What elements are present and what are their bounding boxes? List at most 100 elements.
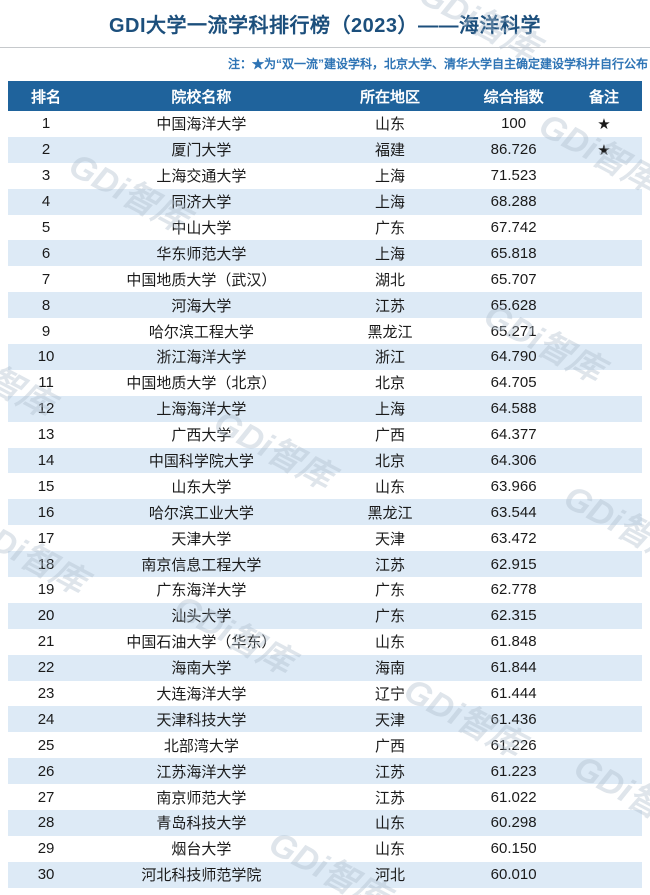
table-row: 5 中山大学 广东 67.742 xyxy=(8,214,642,241)
cell-name: 河海大学 xyxy=(171,297,232,315)
cell-region: 北京 xyxy=(374,453,405,471)
cell-rank: 28 xyxy=(37,814,55,832)
cell-rank: 25 xyxy=(37,736,55,754)
cell-remark xyxy=(566,344,642,370)
cell-score: 64.790 xyxy=(490,348,537,366)
cell-score: 61.436 xyxy=(490,710,537,728)
cell-rank: 4 xyxy=(41,193,51,211)
cell-name: 天津大学 xyxy=(171,530,232,548)
cell-rank: 8 xyxy=(41,296,51,314)
cell-score: 64.588 xyxy=(490,400,537,418)
table-row: 18 南京信息工程大学 江苏 62.915 xyxy=(8,551,642,578)
table-header-row: 排名 院校名称 所在地区 综合指数 备注 xyxy=(8,81,642,111)
table-row: 6 华东师范大学 上海 65.818 xyxy=(8,240,642,267)
col-header-score: 综合指数 xyxy=(461,81,566,111)
cell-region: 广东 xyxy=(374,220,405,237)
cell-region: 广西 xyxy=(374,427,405,445)
table-row: 15 山东大学 山东 63.966 xyxy=(8,473,642,500)
cell-name: 浙江海洋大学 xyxy=(156,349,247,367)
cell-rank: 27 xyxy=(37,788,55,806)
cell-name: 华东师范大学 xyxy=(156,245,247,263)
cell-rank: 30 xyxy=(37,866,55,884)
cell-region: 上海 xyxy=(374,168,405,186)
cell-region: 辽宁 xyxy=(374,686,405,704)
table-row: 4 同济大学 上海 68.288 xyxy=(8,188,642,215)
cell-score: 60.298 xyxy=(490,814,537,832)
cell-score: 61.022 xyxy=(490,788,537,806)
cell-name: 上海海洋大学 xyxy=(156,401,247,419)
cell-rank: 23 xyxy=(37,685,55,703)
table-row: 14 中国科学院大学 北京 64.306 xyxy=(8,447,642,474)
cell-remark xyxy=(566,784,642,810)
table-row: 10 浙江海洋大学 浙江 64.790 xyxy=(8,344,642,370)
cell-rank: 17 xyxy=(37,529,55,547)
cell-score: 65.628 xyxy=(490,296,537,314)
cell-region: 广东 xyxy=(374,608,405,626)
cell-region: 黑龙江 xyxy=(367,323,413,341)
cell-name: 中国科学院大学 xyxy=(148,453,254,471)
cell-rank: 9 xyxy=(41,322,51,340)
table-row: 26 江苏海洋大学 江苏 61.223 xyxy=(8,758,642,785)
cell-name: 海南大学 xyxy=(171,660,232,678)
cell-remark: ★ xyxy=(597,115,611,133)
cell-region: 山东 xyxy=(374,478,405,496)
cell-remark xyxy=(566,422,642,448)
cell-region: 福建 xyxy=(374,142,405,160)
table-row: 22 海南大学 海南 61.844 xyxy=(8,654,642,681)
cell-rank: 14 xyxy=(37,452,55,470)
table-row: 9 哈尔滨工程大学 黑龙江 65.271 xyxy=(8,318,642,345)
cell-score: 62.778 xyxy=(490,581,537,599)
cell-remark xyxy=(566,732,642,758)
cell-score: 61.848 xyxy=(490,633,537,651)
cell-remark xyxy=(566,836,642,862)
cell-remark xyxy=(566,577,642,603)
cell-region: 上海 xyxy=(374,401,405,419)
cell-name: 上海交通大学 xyxy=(156,168,247,186)
cell-rank: 19 xyxy=(37,581,55,599)
cell-rank: 16 xyxy=(37,503,55,521)
cell-name: 南京师范大学 xyxy=(156,789,247,807)
cell-region: 黑龙江 xyxy=(367,504,413,522)
cell-name: 中国海洋大学 xyxy=(156,116,247,134)
cell-remark xyxy=(566,163,642,189)
cell-name: 中国石油大学（华东） xyxy=(126,634,277,652)
table-row: 7 中国地质大学（武汉） 湖北 65.707 xyxy=(8,266,642,293)
table-row: 12 上海海洋大学 上海 64.588 xyxy=(8,395,642,422)
cell-rank: 24 xyxy=(37,710,55,728)
table-row: 29 烟台大学 山东 60.150 xyxy=(8,835,642,862)
cell-remark: ★ xyxy=(597,141,611,159)
cell-rank: 5 xyxy=(41,219,51,236)
cell-score: 100 xyxy=(501,115,527,133)
table-row: 11 中国地质大学（北京） 北京 64.705 xyxy=(8,369,642,396)
cell-rank: 26 xyxy=(37,762,55,780)
cell-region: 河北 xyxy=(374,867,405,885)
cell-region: 江苏 xyxy=(374,556,405,574)
cell-score: 61.226 xyxy=(490,736,537,754)
cell-region: 浙江 xyxy=(374,349,405,367)
cell-name: 大连海洋大学 xyxy=(156,686,247,704)
table-row: 20 汕头大学 广东 62.315 xyxy=(8,602,642,629)
cell-name: 青岛科技大学 xyxy=(156,815,247,833)
col-header-region: 所在地区 xyxy=(318,81,462,111)
cell-name: 哈尔滨工业大学 xyxy=(148,504,254,522)
cell-name: 同济大学 xyxy=(171,194,232,212)
cell-name: 南京信息工程大学 xyxy=(141,556,262,574)
cell-region: 江苏 xyxy=(374,789,405,807)
cell-score: 71.523 xyxy=(490,167,537,185)
col-header-remark: 备注 xyxy=(565,81,642,111)
cell-score: 65.818 xyxy=(490,244,537,262)
cell-score: 65.271 xyxy=(490,322,537,340)
cell-remark xyxy=(566,473,642,499)
cell-rank: 18 xyxy=(37,555,55,573)
cell-name: 河北科技师范学院 xyxy=(141,867,262,885)
table-row: 13 广西大学 广西 64.377 xyxy=(8,421,642,448)
table-row: 24 天津科技大学 天津 61.436 xyxy=(8,706,642,733)
table-row: 2 厦门大学 福建 86.726 ★ xyxy=(8,136,642,163)
cell-rank: 29 xyxy=(37,840,55,858)
cell-remark xyxy=(566,551,642,577)
cell-region: 上海 xyxy=(374,194,405,212)
cell-rank: 3 xyxy=(41,167,51,185)
cell-remark xyxy=(566,266,642,292)
cell-score: 63.472 xyxy=(490,529,537,547)
cell-remark xyxy=(566,215,642,241)
